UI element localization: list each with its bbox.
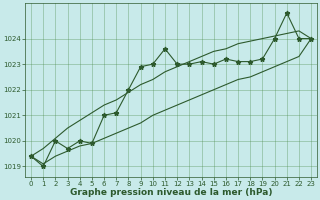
X-axis label: Graphe pression niveau de la mer (hPa): Graphe pression niveau de la mer (hPa): [70, 188, 272, 197]
